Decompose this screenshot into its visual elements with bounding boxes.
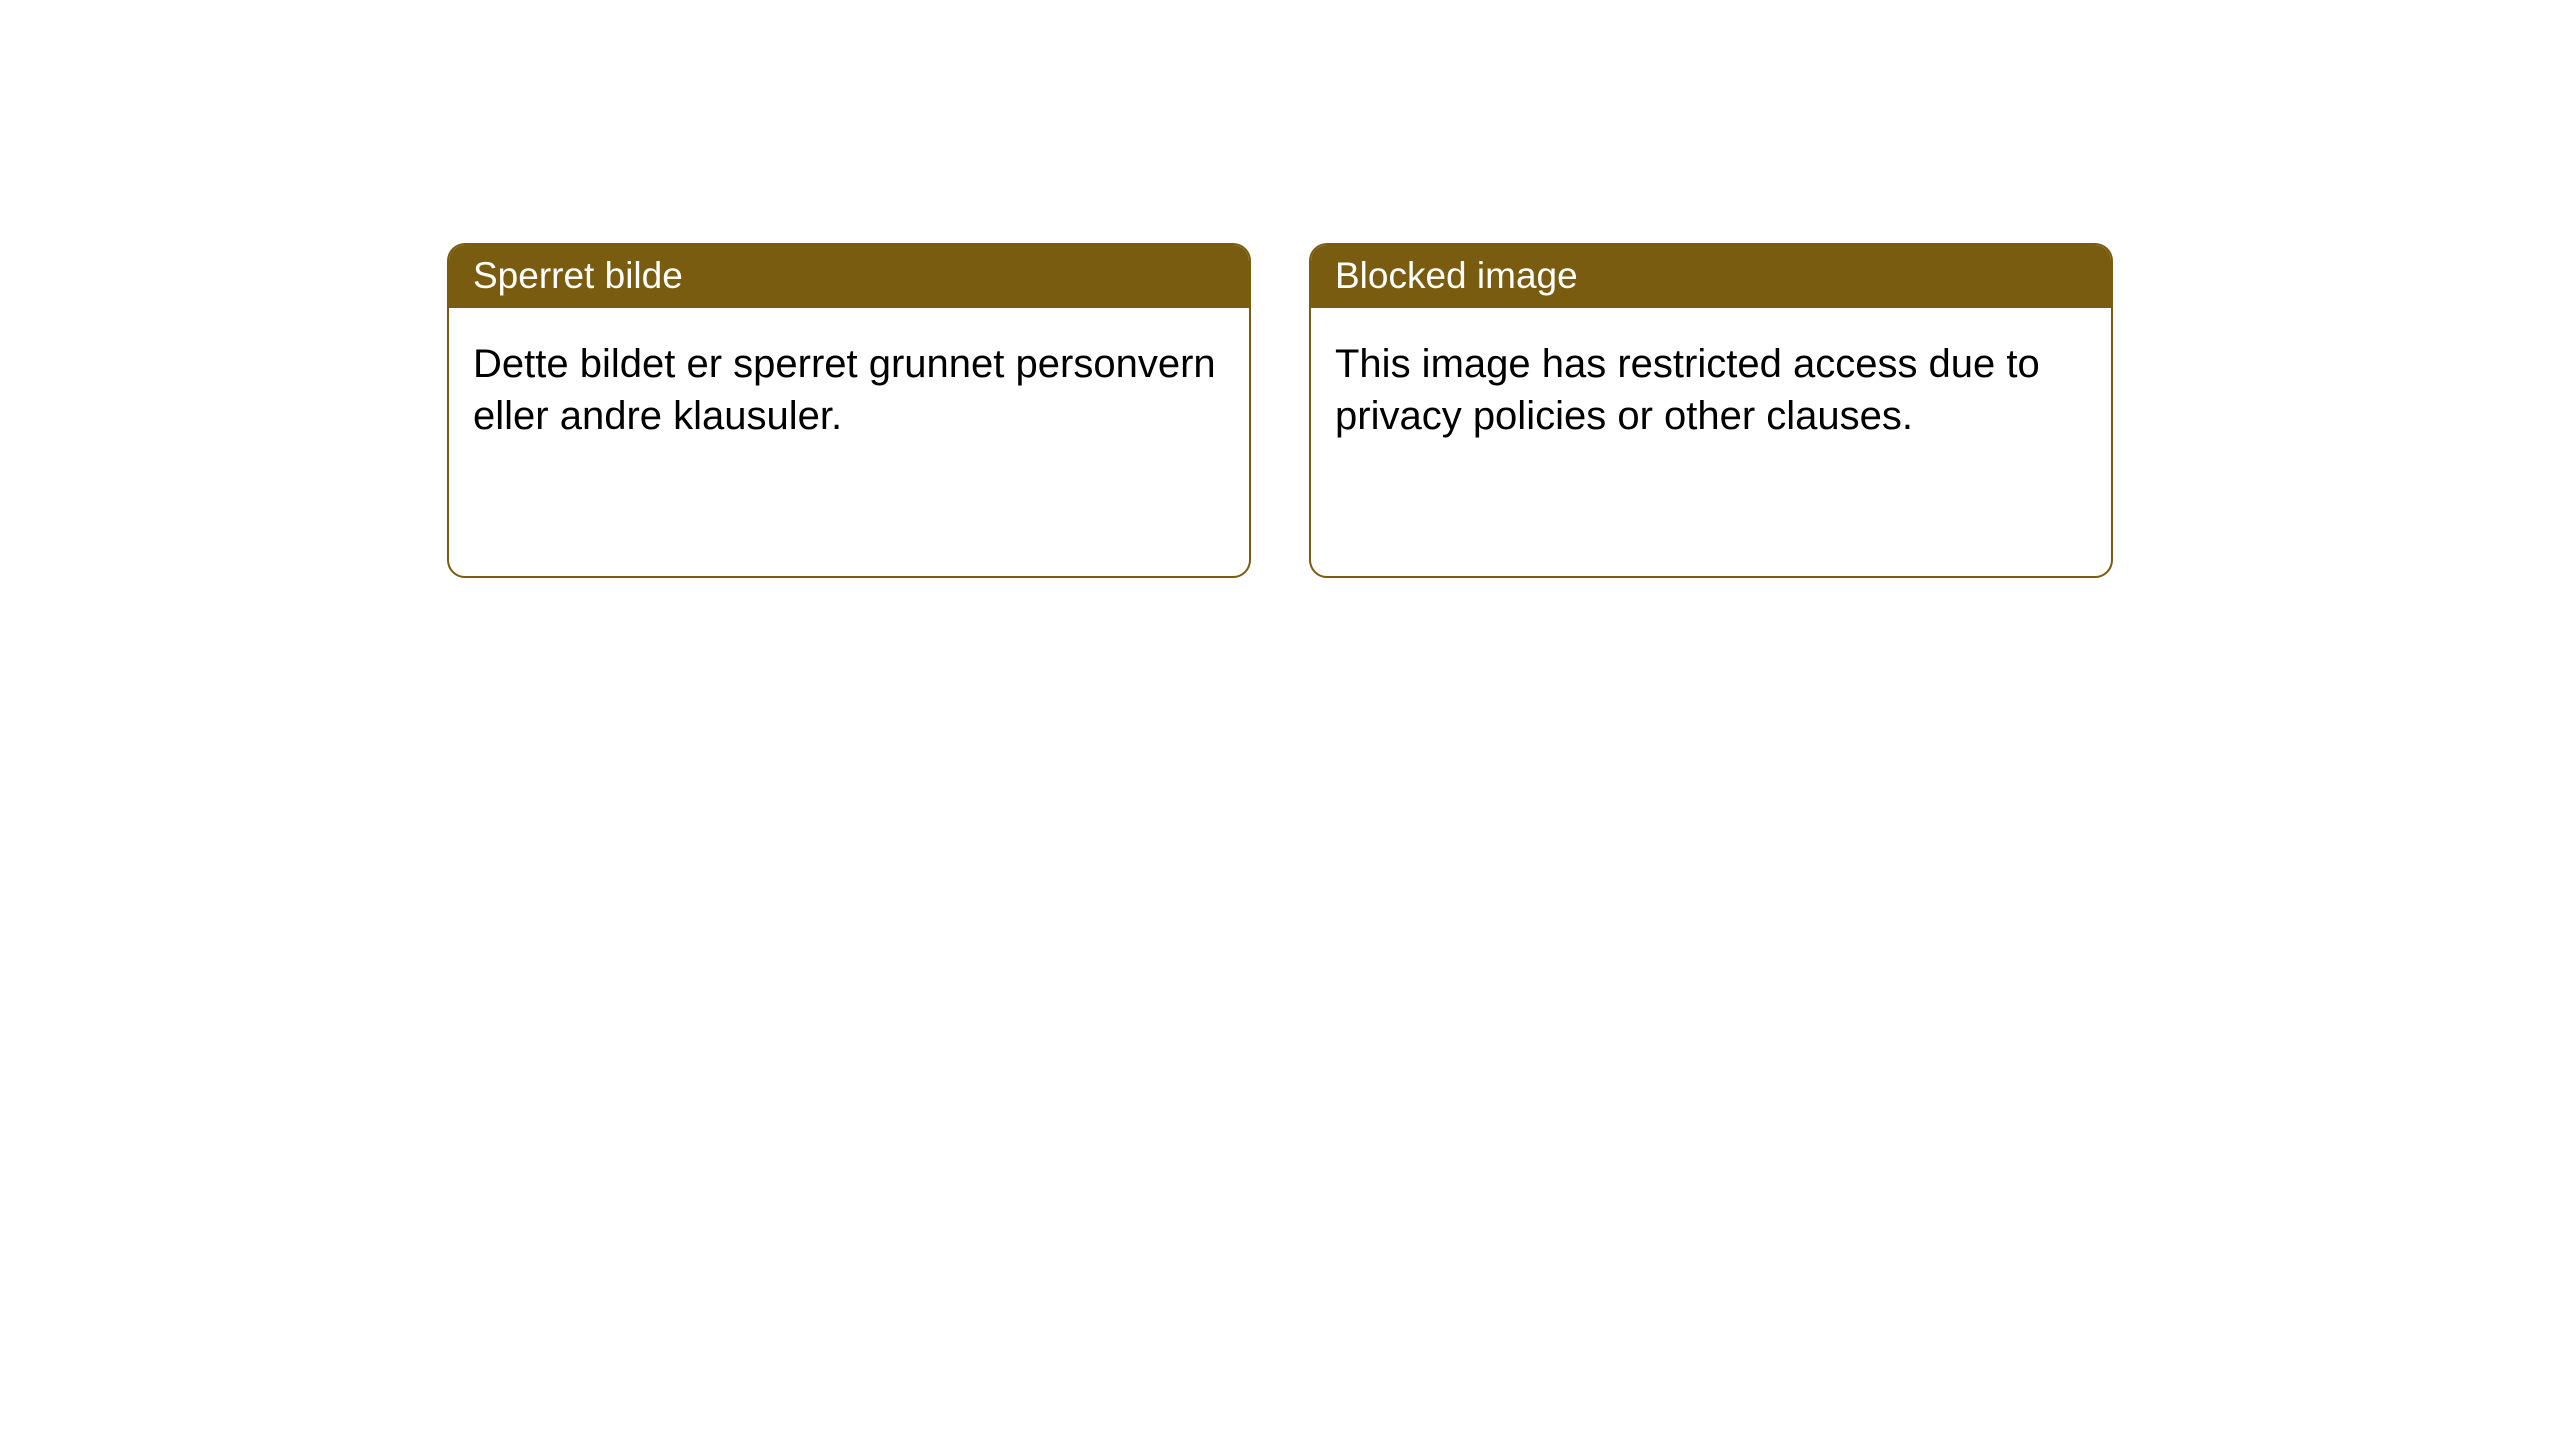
notice-body-text: This image has restricted access due to … — [1335, 342, 2040, 438]
notice-header: Blocked image — [1311, 245, 2111, 308]
notice-body: Dette bildet er sperret grunnet personve… — [449, 308, 1249, 472]
notice-body: This image has restricted access due to … — [1311, 308, 2111, 472]
notice-card-english: Blocked image This image has restricted … — [1309, 243, 2113, 578]
notice-title: Blocked image — [1335, 255, 1578, 296]
notice-title: Sperret bilde — [473, 255, 683, 296]
notice-container: Sperret bilde Dette bildet er sperret gr… — [0, 0, 2560, 578]
notice-card-norwegian: Sperret bilde Dette bildet er sperret gr… — [447, 243, 1251, 578]
notice-body-text: Dette bildet er sperret grunnet personve… — [473, 342, 1216, 438]
notice-header: Sperret bilde — [449, 245, 1249, 308]
